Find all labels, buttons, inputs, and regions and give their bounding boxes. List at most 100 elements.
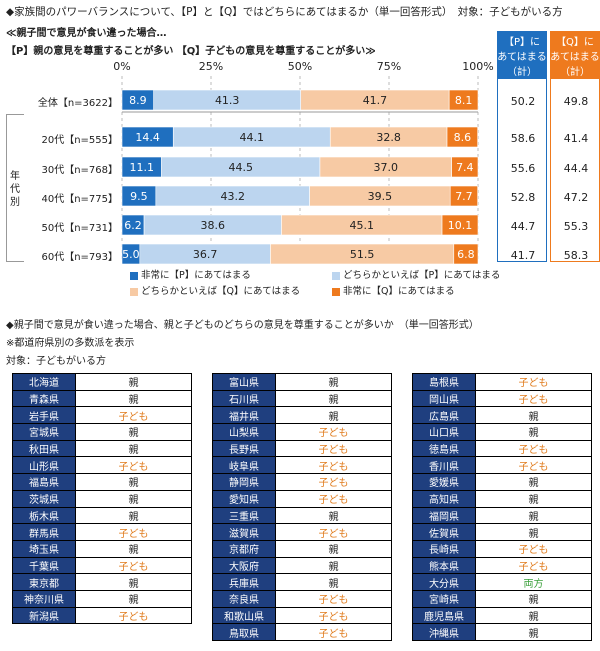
bar-segment [449,185,478,207]
prefecture-name: 栃木県 [12,506,76,525]
bar-value-label: 43.2 [220,190,245,203]
table-row: 島根県 子ども [412,373,592,391]
bar-segment [451,156,479,178]
x-tick-label: 75% [377,60,401,73]
table-row: 岩手県 子ども [12,406,192,425]
table-row: 三重県親 [212,506,392,525]
prefecture-name: 福岡県 [412,506,476,525]
prefecture-name: 福井県 [212,406,276,425]
prefecture-name: 鳥取県 [212,623,276,641]
table-row: 鳥取県 子ども [212,623,392,641]
bar-value-label: 6.8 [457,248,475,261]
bar-value-label: 10.1 [448,219,473,232]
q-total-value: 55.3 [563,220,589,233]
prefecture-name: 岡山県 [412,389,476,408]
prefecture-majority: 子ども [275,606,392,625]
prefecture-name: 群馬県 [12,523,76,541]
age-group-label: 年代別 [10,171,20,208]
legend-item: 非常に【P】にあてはまる [130,267,251,281]
prefecture-table: 富山県親石川県親福井県親山梨県 子ども 長野県 子ども 岐阜県 子ども 静岡県 子ども 愛知県子… [212,373,392,641]
prefecture-majority: 親 [75,506,192,525]
table-row: 新潟県 子ども [12,606,192,625]
prefecture-name: 鹿児島県 [412,606,476,625]
legend-label: どちらかといえば【Q】にあてはまる [141,286,301,297]
table-row: 愛媛県親 [412,473,592,491]
prefecture-majority: 親 [475,473,592,491]
prefecture-majority: 親 [75,473,192,491]
legend-item: どちらかといえば【Q】にあてはまる [130,283,300,297]
bar-value-label: 38.6 [201,219,226,232]
bar-value-label: 41.7 [363,94,388,107]
prefecture-majority: 親 [475,406,592,425]
q-total-box: 49.8 41.4 44.4 47.2 55.3 58.3 [550,78,600,262]
prefecture-name: 千葉県 [12,556,76,575]
x-tick-label: 0% [113,60,130,73]
q-total-value: 58.3 [563,249,589,262]
p-total-value: 58.6 [510,132,536,145]
bar-value-label: 7.4 [456,161,474,174]
prefecture-name: 島根県 [412,373,476,391]
table-row: 岡山県 子ども [412,389,592,408]
p-total-value: 52.8 [510,191,536,204]
table-row: 宮崎県親 [412,589,592,608]
prefecture-name: 和歌山県 [212,606,276,625]
prefecture-majority: 親 [275,539,392,558]
prefecture-majority: 親 [75,573,192,591]
table-row: 秋田県親 [12,439,192,458]
table-row: 佐賀県親 [412,523,592,541]
legend-swatch [130,271,138,280]
prefecture-name: 富山県 [212,373,276,391]
table-row: 奈良県 子ども [212,589,392,608]
prefecture-majority: 親 [75,589,192,608]
table-row: 広島県親 [412,406,592,425]
table-row: 大分県 両方 [412,573,592,591]
bar-value-label: 9.5 [130,190,148,203]
prefecture-name: 佐賀県 [412,523,476,541]
legend-item: 非常に【Q】にあてはまる [332,283,455,297]
prefecture-majority: 親 [275,389,392,408]
table-row: 熊本県 子ども [412,556,592,575]
bar-value-label: 45.1 [350,219,375,232]
prefecture-majority: 子ども [75,606,192,625]
table-row: 滋賀県 子ども [212,523,392,541]
prefecture-name: 神奈川県 [12,589,76,608]
prefecture-name: 高知県 [412,489,476,508]
prefecture-name: 長崎県 [412,539,476,558]
bar-value-label: 8.1 [455,94,473,107]
table-row: 長野県 子ども [212,439,392,458]
category-label: 30代【n=768】 [41,165,118,176]
prefecture-name: 新潟県 [12,606,76,625]
prefecture-name: 秋田県 [12,439,76,458]
prefecture-majority: 子ども [75,456,192,475]
table-row: 神奈川県親 [12,589,192,608]
prefecture-majority: 子ども [275,456,392,475]
prefecture-majority: 子ども [75,406,192,425]
p-total-value: 41.7 [510,249,536,262]
prefecture-name: 沖縄県 [412,623,476,641]
prefecture-name: 広島県 [412,406,476,425]
p-total-value: 55.6 [510,162,536,175]
table-row: 香川県 子ども [412,456,592,475]
table-row: 岐阜県 子ども [212,456,392,475]
prefecture-name: 長野県 [212,439,276,458]
prefecture-majority: 親 [275,556,392,575]
prefecture-majority: 子ども [475,439,592,458]
age-group-bracket [6,114,24,262]
prefecture-name: 山梨県 [212,423,276,441]
prefecture-majority: 親 [275,373,392,391]
prefecture-majority: 子ども [475,539,592,558]
table-row: 千葉県 子ども [12,556,192,575]
table-row: 青森県親 [12,389,192,408]
prefecture-majority: 親 [475,623,592,641]
bar-value-label: 36.7 [193,248,218,261]
table-row: 福岡県親 [412,506,592,525]
prefecture-majority: 親 [475,506,592,525]
table-row: 山形県 子ども [12,456,192,475]
legend-label: 非常に【P】にあてはまる [141,270,251,281]
prefecture-name: 三重県 [212,506,276,525]
prefecture-name: 山口県 [412,423,476,441]
table-row: 山梨県 子ども [212,423,392,441]
prefecture-majority: 子ども [475,373,592,391]
table-row: 北海道親 [12,373,192,391]
table-row: 長崎県 子ども [412,539,592,558]
